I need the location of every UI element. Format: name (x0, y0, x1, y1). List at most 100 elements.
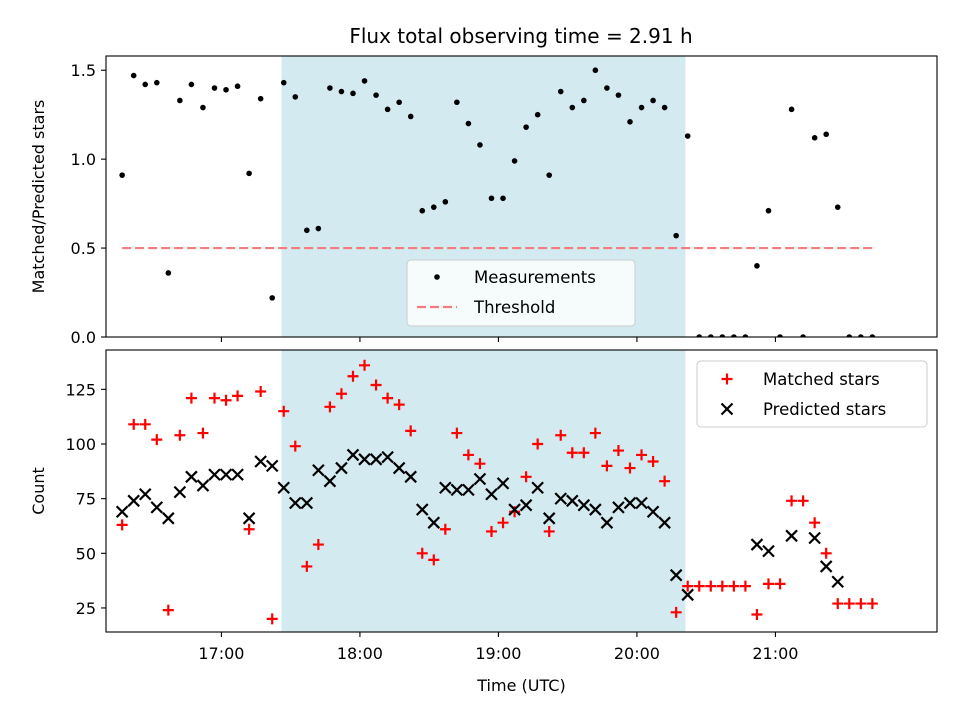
matched-star-point (451, 427, 463, 439)
measurement-point (661, 104, 668, 111)
matched-star-point (543, 525, 555, 537)
x-tick-label: 19:00 (475, 644, 521, 663)
measurement-point (454, 99, 460, 106)
matched-star-point (751, 609, 763, 621)
y-tick-label: 0.5 (71, 239, 96, 258)
predicted-star-point (404, 470, 417, 484)
matched-star-point (843, 598, 855, 610)
legend-matched-marker (721, 373, 733, 385)
predicted-star-point (485, 488, 498, 501)
predicted-star-point (185, 470, 198, 484)
measurement-point (811, 135, 818, 141)
legend-matched-label: Matched stars (763, 370, 880, 389)
x-tick-label: 17:00 (198, 644, 244, 663)
matched-star-point (820, 547, 832, 559)
measurement-point (419, 207, 426, 214)
matched-star-point (151, 434, 163, 446)
predicted-star-point (554, 492, 568, 505)
predicted-star-point (392, 461, 406, 475)
matched-star-point (370, 379, 382, 391)
measurement-point (731, 334, 737, 337)
predicted-star-point (462, 483, 475, 497)
measurement-point (581, 97, 587, 104)
predicted-star-point (300, 496, 314, 510)
bottom-panel: 25 50 75 100 125 17:00 18:00 19:00 20:00 21:00 Cou… (29, 349, 938, 695)
measurement-point (719, 334, 726, 337)
predicted-star-point (289, 496, 302, 510)
measurement-point (673, 232, 679, 239)
measurement-point (304, 227, 310, 234)
predicted-star-point (762, 544, 775, 558)
measurement-point (165, 270, 172, 276)
measurement-point (684, 133, 691, 139)
measurement-point (119, 172, 125, 178)
measurement-point (153, 79, 160, 86)
matched-star-point (866, 598, 878, 610)
y-tick-label: 1.0 (71, 150, 96, 169)
predicted-star-point (439, 481, 452, 494)
measurement-point (384, 106, 391, 113)
predicted-star-point (346, 448, 360, 462)
matched-star-point (659, 475, 671, 487)
y-tick-label: 1.5 (71, 61, 96, 80)
matched-star-point (474, 458, 486, 470)
predicted-star-point (750, 538, 764, 551)
predicted-star-point (531, 481, 544, 494)
matched-star-point (278, 405, 290, 417)
matched-star-point (324, 401, 336, 413)
x-axis-label: Time (UTC) (476, 676, 565, 695)
measurement-point (754, 263, 760, 269)
matched-star-point (347, 370, 359, 382)
y-tick-label: 50 (76, 544, 96, 563)
matched-star-point (612, 445, 624, 457)
matched-star-point (185, 392, 197, 404)
matched-star-point (774, 578, 786, 590)
measurement-point (650, 97, 656, 104)
predicted-star-point (519, 498, 533, 512)
measurement-point (557, 88, 564, 95)
matched-star-point (462, 449, 474, 461)
axes-frame (105, 55, 938, 338)
y-axis-label: Matched/Predicted stars (29, 100, 48, 294)
measurement-point (442, 199, 449, 205)
matched-star-point (255, 386, 267, 398)
matched-star-point (670, 606, 682, 618)
measurement-point (315, 225, 322, 232)
matched-star-point (128, 418, 140, 430)
predicted-star-point (150, 501, 164, 514)
legend: Measurements Threshold (406, 259, 636, 327)
predicted-star-point (589, 503, 602, 516)
predicted-star-point (242, 512, 256, 525)
matched-star-point (174, 429, 186, 441)
matched-star-point (855, 598, 867, 610)
matched-star-point (682, 580, 694, 592)
measurement-point (592, 67, 599, 74)
measurement-point (211, 85, 218, 91)
measurement-point (327, 85, 333, 91)
measurement-point (627, 119, 633, 125)
legend: Matched stars Predicted stars (696, 360, 928, 428)
measurement-point (777, 334, 783, 337)
measurement-point (742, 334, 749, 337)
matched-star-point (705, 580, 717, 592)
matched-star-point (208, 392, 220, 404)
matched-star-point (359, 359, 371, 371)
matched-star-point (566, 447, 578, 459)
matched-star-point (139, 418, 151, 430)
matched-star-point (428, 554, 440, 566)
matched-star-point (728, 580, 740, 592)
measurement-point (823, 131, 829, 138)
predicted-star-point (658, 516, 671, 529)
matched-star-point (301, 560, 313, 572)
legend-box (696, 360, 928, 428)
matched-star-point (116, 519, 128, 531)
predicted-star-point (369, 453, 383, 466)
measurement-point (350, 90, 356, 97)
matched-star-point (762, 578, 774, 590)
predicted-star-point (635, 496, 648, 510)
predicted-star-point (542, 512, 556, 525)
matched-star-point (555, 429, 567, 441)
measurement-point (534, 111, 541, 118)
y-axis-label: Count (29, 467, 48, 515)
measurement-point (488, 195, 495, 202)
